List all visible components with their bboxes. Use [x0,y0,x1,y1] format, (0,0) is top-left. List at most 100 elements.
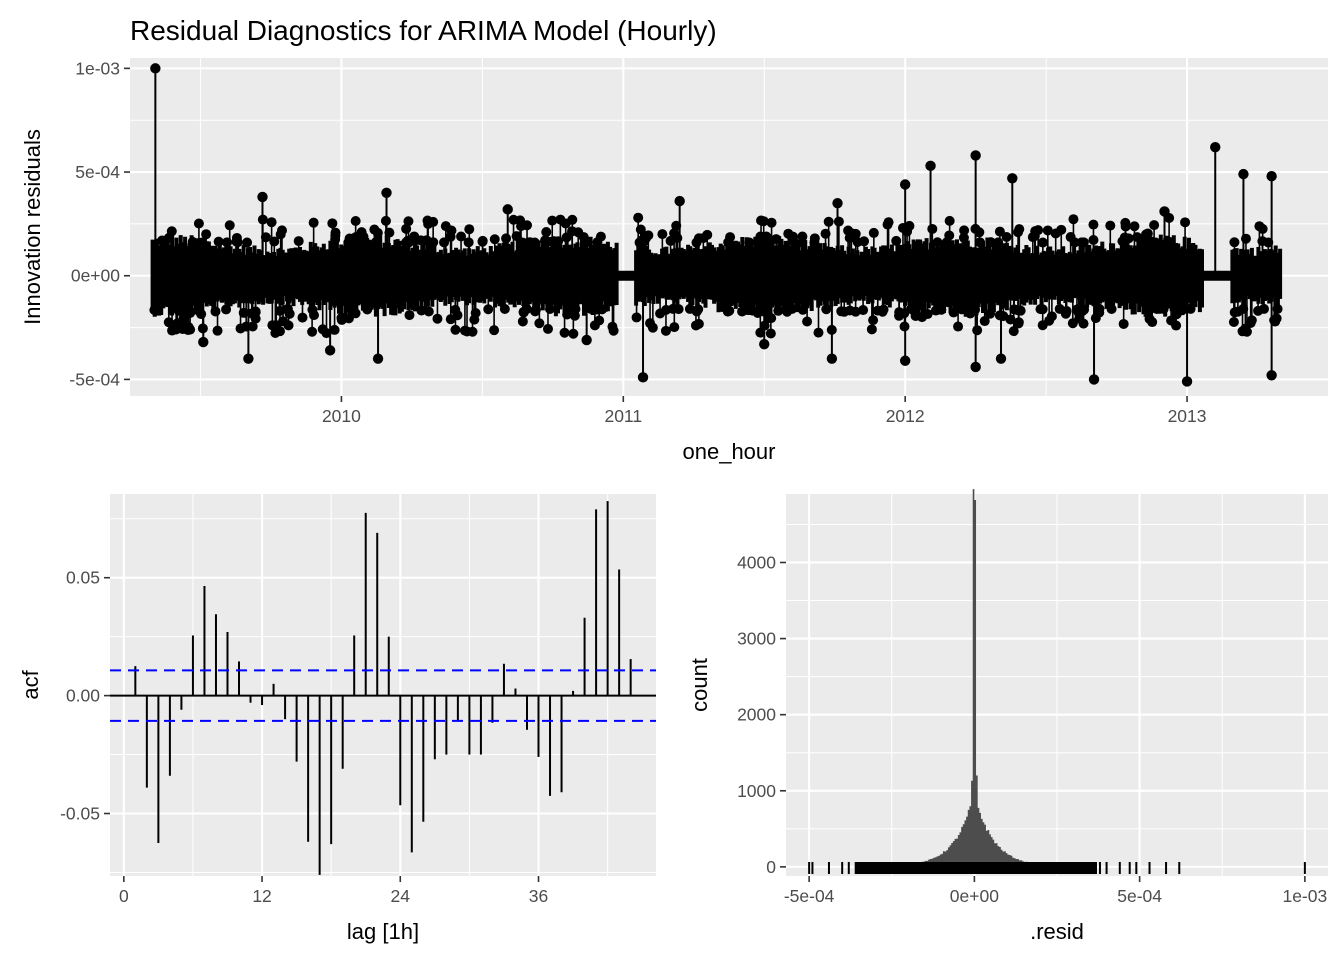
residual-point [956,304,967,315]
residual-point [317,324,328,335]
residual-point [1042,225,1053,236]
residual-spike-point [637,372,649,383]
residual-point [745,304,756,315]
residual-point [1257,223,1268,234]
residual-point [521,304,532,315]
residual-point [559,327,570,338]
residual-point [284,308,295,319]
residual-point [1037,304,1048,315]
residual-point [882,219,893,230]
residual-point [723,237,734,248]
ts-axes: 2010 2011 2012 2013 -5e-04 0e+00 5e-04 1e-03 [69,58,1206,426]
residual-point [657,229,668,240]
residual-point [1078,237,1089,248]
residual-spike-point [1007,173,1018,184]
residual-point [401,223,412,234]
residual-point [567,214,578,225]
acf-y-axis-title: acf [18,669,43,699]
residual-spike-point [970,361,981,373]
residual-point [771,234,782,245]
acf-marks [110,501,656,875]
residual-point [187,236,198,247]
ts-y-tick-label: 1e-03 [75,58,120,78]
residual-point [568,328,579,339]
residual-point [489,234,500,245]
residual-spike-point [581,334,592,346]
residual-point [1090,313,1101,324]
ts-x-tick-label: 2013 [1168,406,1207,426]
acf-x-tick-label: 36 [529,886,548,906]
residual-point [266,217,277,228]
residual-point [1027,232,1038,243]
residual-point [1094,303,1105,314]
residual-point [166,226,177,237]
ts-panel-background [130,58,1328,396]
residual-point [275,229,286,240]
residual-spike-point [899,355,911,366]
residual-point [858,305,869,316]
hist-y-tick-label: 4000 [737,552,776,572]
acf-panel: 0 12 24 36 -0.05 0.00 0.05 lag [1h] acf [18,494,656,944]
residual-point [608,325,619,336]
residual-point [1129,221,1140,232]
residual-point [833,216,844,227]
residual-point [423,219,434,230]
acf-x-tick-label: 24 [391,886,411,906]
residual-point [201,229,212,240]
histogram-bars [855,489,1097,867]
residual-spike-point [899,179,911,190]
residual-point [1118,318,1129,329]
residual-point [501,233,512,244]
residual-point [343,313,354,324]
residual-point [693,233,704,244]
residual-point [1077,306,1088,317]
acf-x-tick-label: 12 [252,886,271,906]
residual-point [936,304,947,315]
residual-point [1144,313,1155,324]
residual-point [809,233,820,244]
residual-spike-point [372,353,384,364]
residual-point [866,324,877,335]
residual-point [247,321,258,332]
acf-y-tick-label: -0.05 [60,804,100,824]
residual-spike-point [925,160,936,172]
residual-point [1009,304,1020,315]
residual-point [1105,220,1116,231]
residual-point [1271,313,1282,324]
ts-y-tick-label: -5e-04 [69,369,120,389]
residual-point [655,308,666,319]
residual-point [177,318,188,329]
residual-point [213,236,224,247]
residual-point [1074,313,1085,324]
ts-x-tick-label: 2012 [886,406,925,426]
residual-point [163,317,174,328]
residual-point [464,224,475,235]
ts-x-axis-title: one_hour [683,439,776,464]
residual-point [1229,237,1240,248]
residual-point [702,229,713,240]
hist-marks [808,489,1306,874]
residual-point [1228,316,1239,327]
residual-point [974,237,985,248]
residual-spike-point [1266,370,1277,381]
residual-point [308,217,319,228]
acf-y-tick-label: 0.00 [66,686,100,706]
residual-point [1088,235,1099,246]
hist-y-tick-label: 2000 [737,705,776,725]
residual-point [1060,308,1071,319]
residual-point [1065,232,1076,243]
residual-point [633,212,644,223]
residual-point [167,325,178,336]
residual-point [797,304,808,315]
residual-point [352,237,363,248]
residual-point [1033,225,1044,236]
residual-point [783,228,794,239]
hist-x-tick-label: 1e-03 [1282,886,1327,906]
residual-point [212,325,223,336]
residual-point [307,304,318,315]
residual-point [594,315,605,326]
residual-point [1013,318,1024,329]
residual-spike-point [1088,374,1100,385]
residual-point [758,216,769,227]
residual-point [592,237,603,248]
